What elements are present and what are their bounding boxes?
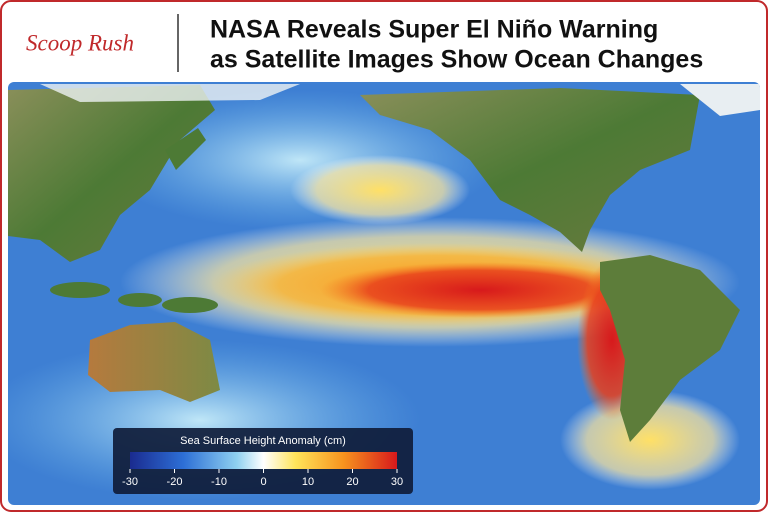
- map: [8, 82, 760, 505]
- tick-label: -30: [122, 476, 138, 488]
- tick-label: 20: [346, 476, 358, 488]
- legend-title: Sea Surface Height Anomaly (cm): [180, 435, 346, 447]
- tick-label: -20: [167, 476, 183, 488]
- legend-ticks: -30 -20 -10 0 10 20 30: [122, 469, 403, 488]
- tick-label: 30: [391, 476, 403, 488]
- color-bar: [130, 452, 397, 469]
- tick-label: 0: [260, 476, 266, 488]
- brand: Scoop Rush: [26, 30, 134, 55]
- tick-label: 10: [302, 476, 314, 488]
- headline: NASA Reveals Super El Niño Warning: [210, 16, 658, 44]
- headline: as Satellite Images Show Ocean Changes: [210, 46, 703, 74]
- tick-label: -10: [211, 476, 227, 488]
